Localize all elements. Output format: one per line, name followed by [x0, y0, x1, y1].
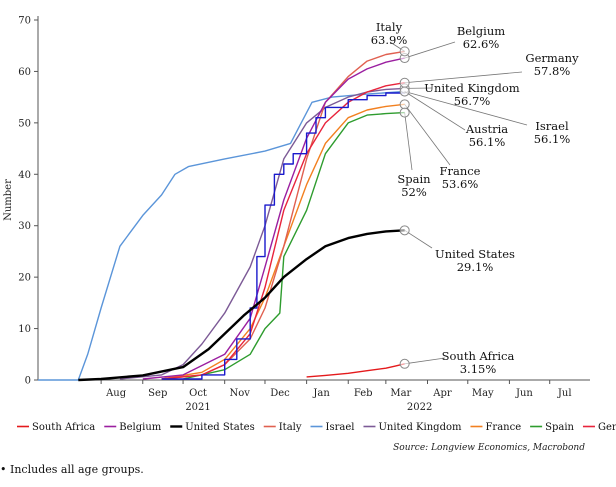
end-label-austria: Austria: [465, 122, 508, 136]
end-label-france: France: [440, 164, 481, 178]
end-label-israel: Israel: [535, 119, 569, 133]
series-line-austria: [161, 91, 406, 380]
y-tick-label: 0: [25, 376, 31, 387]
legend-label-united-kingdom: United Kingdom: [378, 422, 462, 433]
x-tick-label: Mar: [390, 388, 411, 399]
chart-legend: South Africa Belgium United States Italy Isr…: [17, 422, 616, 433]
legend-label-france: France: [485, 422, 521, 433]
series-line-spain: [182, 111, 405, 380]
end-value-france: 53.6%: [442, 177, 479, 191]
vaccination-line-chart: 0 10 20 30 40 50 60 70 Aug Sep Oct Nov Dec Jan Feb Mar A…: [3, 16, 616, 454]
legend-label-italy: Italy: [279, 422, 302, 433]
y-tick-label: 60: [18, 67, 31, 78]
x-tick-label: Feb: [354, 388, 373, 399]
end-label-united-kingdom: United Kingdom: [424, 81, 520, 95]
end-value-united-states: 29.1%: [457, 260, 494, 274]
x-tick-label: Apr: [432, 388, 452, 399]
legend-label-south-africa: South Africa: [32, 422, 95, 433]
series-line-germany: [161, 82, 405, 380]
end-value-austria: 56.1%: [469, 135, 506, 149]
leader-line-france: [404, 104, 451, 166]
source-note: Source: Longview Economics, Macrobond: [393, 443, 585, 453]
end-marker-south-africa: [399, 358, 410, 369]
y-tick-label: 30: [18, 221, 31, 232]
year-label: 2022: [407, 402, 432, 413]
leader-line-germany: [404, 71, 523, 84]
x-tick-label: Oct: [189, 388, 207, 399]
series-line-south-africa: [306, 363, 405, 378]
end-value-south-africa: 3.15%: [460, 362, 497, 376]
end-value-italy: 63.9%: [371, 33, 408, 47]
end-marker-united-states: [399, 225, 410, 236]
year-label: 2021: [185, 402, 210, 413]
leader-line-belgium: [404, 41, 456, 59]
legend-label-germany: Germany: [598, 422, 616, 433]
x-tick-label: Jan: [312, 388, 330, 399]
y-tick-label: 10: [18, 324, 31, 335]
x-tick-label: Jun: [515, 388, 533, 399]
end-value-germany: 57.8%: [534, 64, 571, 78]
legend-label-spain: Spain: [545, 422, 574, 433]
end-marker-austria: [399, 86, 410, 97]
series-line-france: [161, 103, 405, 380]
end-marker-italy: [399, 46, 410, 57]
series-line-united-states: [78, 229, 405, 382]
end-label-germany: Germany: [525, 51, 579, 65]
end-value-united-kingdom: 56.7%: [454, 94, 491, 108]
leader-line-spain: [404, 112, 413, 171]
end-label-spain: Spain: [397, 172, 431, 186]
leader-line-south-africa: [404, 357, 446, 365]
leader-line-united-states: [404, 230, 433, 249]
end-marker-france: [399, 99, 410, 110]
series-line-israel: [38, 90, 405, 381]
y-tick-label: 40: [18, 170, 31, 181]
end-value-belgium: 62.6%: [463, 37, 500, 51]
x-tick-label: May: [472, 388, 494, 399]
legend-label-belgium: Belgium: [119, 422, 162, 433]
x-tick-label: Dec: [270, 388, 290, 399]
y-axis-label: Number: [3, 179, 14, 221]
end-value-israel: 56.1%: [534, 132, 571, 146]
chart-axes: 0 10 20 30 40 50 60 70 Aug Sep Oct Nov Dec Jan Feb Mar A…: [18, 16, 590, 413]
chart-series-lines: [38, 50, 406, 382]
footnote-text: Includes all age groups.: [10, 463, 144, 476]
series-line-belgium: [142, 57, 405, 380]
x-tick-label: Aug: [105, 388, 127, 399]
end-marker-germany: [399, 77, 410, 88]
end-label-italy: Italy: [376, 20, 403, 34]
end-label-belgium: Belgium: [457, 24, 505, 38]
x-tick-label: Nov: [229, 388, 250, 399]
leader-line-israel: [404, 91, 528, 126]
end-label-south-africa: South Africa: [442, 349, 515, 363]
legend-label-united-states: United States: [185, 422, 254, 433]
leader-line-austria: [404, 91, 466, 131]
footnote-bullet: •: [0, 463, 7, 476]
y-tick-label: 70: [18, 16, 31, 27]
end-value-spain: 52%: [401, 185, 427, 199]
end-marker-spain: [399, 107, 410, 118]
x-tick-label: Sep: [148, 388, 167, 399]
series-line-united-kingdom: [119, 87, 405, 380]
legend-label-israel: Israel: [326, 422, 355, 433]
footnote: • Includes all age groups.: [0, 463, 144, 476]
y-tick-label: 20: [18, 273, 31, 284]
end-label-united-states: United States: [435, 247, 515, 261]
y-tick-label: 50: [18, 118, 31, 129]
x-tick-label: Jul: [557, 388, 572, 399]
